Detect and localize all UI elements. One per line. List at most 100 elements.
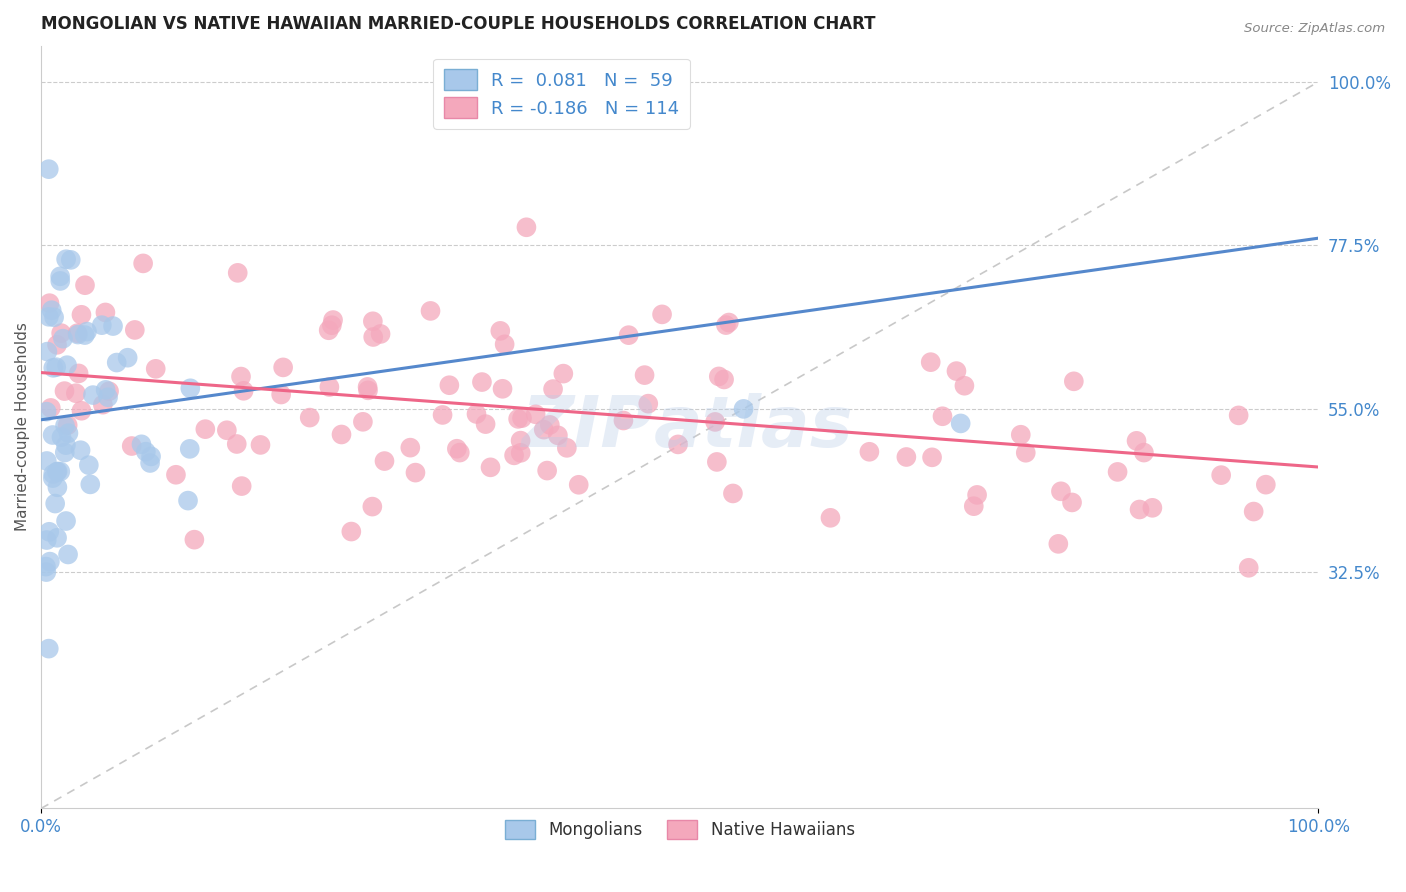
Point bbox=[52, 332, 75, 346]
Point bbox=[617, 328, 640, 343]
Point bbox=[721, 486, 744, 500]
Point bbox=[547, 428, 569, 442]
Point bbox=[46, 465, 69, 479]
Point bbox=[945, 364, 967, 378]
Point bbox=[633, 368, 655, 383]
Point bbox=[1211, 468, 1233, 483]
Point bbox=[90, 318, 112, 333]
Point bbox=[322, 313, 344, 327]
Point bbox=[270, 387, 292, 401]
Point bbox=[42, 467, 65, 481]
Point bbox=[651, 307, 673, 321]
Point bbox=[45, 465, 67, 479]
Point bbox=[79, 477, 101, 491]
Point bbox=[896, 450, 918, 464]
Point bbox=[121, 439, 143, 453]
Point bbox=[1128, 502, 1150, 516]
Point bbox=[41, 303, 63, 318]
Point bbox=[963, 499, 986, 513]
Point bbox=[555, 441, 578, 455]
Point bbox=[491, 382, 513, 396]
Point bbox=[35, 405, 58, 419]
Point bbox=[489, 324, 512, 338]
Text: ZIP: ZIP bbox=[522, 392, 654, 461]
Text: atlas: atlas bbox=[654, 392, 853, 461]
Point bbox=[73, 328, 96, 343]
Point bbox=[105, 355, 128, 369]
Point bbox=[77, 458, 100, 472]
Point bbox=[215, 423, 238, 437]
Point bbox=[432, 408, 454, 422]
Point bbox=[53, 418, 76, 433]
Point bbox=[858, 444, 880, 458]
Point bbox=[356, 380, 378, 394]
Point bbox=[340, 524, 363, 539]
Point bbox=[44, 497, 66, 511]
Legend: Mongolians, Native Hawaiians: Mongolians, Native Hawaiians bbox=[498, 814, 862, 846]
Point bbox=[46, 531, 69, 545]
Point bbox=[117, 351, 139, 365]
Point bbox=[271, 360, 294, 375]
Point bbox=[1254, 477, 1277, 491]
Point bbox=[55, 514, 77, 528]
Point bbox=[55, 438, 77, 452]
Point bbox=[1243, 504, 1265, 518]
Point bbox=[352, 415, 374, 429]
Point bbox=[1227, 409, 1250, 423]
Point bbox=[553, 367, 575, 381]
Point bbox=[1010, 427, 1032, 442]
Point bbox=[38, 641, 60, 656]
Point bbox=[637, 397, 659, 411]
Point bbox=[165, 467, 187, 482]
Point bbox=[733, 401, 755, 416]
Point bbox=[131, 437, 153, 451]
Point bbox=[35, 533, 58, 547]
Point bbox=[439, 378, 461, 392]
Point bbox=[51, 430, 73, 444]
Point bbox=[49, 274, 72, 288]
Point bbox=[1015, 446, 1038, 460]
Point bbox=[37, 344, 59, 359]
Point bbox=[449, 445, 471, 459]
Point bbox=[67, 367, 90, 381]
Point bbox=[101, 319, 124, 334]
Point bbox=[568, 477, 591, 491]
Point bbox=[132, 256, 155, 270]
Point bbox=[55, 252, 77, 267]
Point bbox=[538, 417, 561, 432]
Point bbox=[76, 325, 98, 339]
Point bbox=[298, 410, 321, 425]
Point bbox=[949, 417, 972, 431]
Point bbox=[510, 411, 533, 425]
Y-axis label: Married-couple Households: Married-couple Households bbox=[15, 323, 30, 532]
Point bbox=[373, 454, 395, 468]
Point bbox=[56, 548, 79, 562]
Point bbox=[59, 252, 82, 267]
Point bbox=[931, 409, 953, 424]
Point bbox=[35, 565, 58, 579]
Text: MONGOLIAN VS NATIVE HAWAIIAN MARRIED-COUPLE HOUSEHOLDS CORRELATION CHART: MONGOLIAN VS NATIVE HAWAIIAN MARRIED-COU… bbox=[41, 15, 876, 33]
Point bbox=[318, 380, 340, 394]
Point bbox=[56, 358, 79, 372]
Point bbox=[1063, 374, 1085, 388]
Point bbox=[97, 390, 120, 404]
Text: Source: ZipAtlas.com: Source: ZipAtlas.com bbox=[1244, 22, 1385, 36]
Point bbox=[515, 220, 537, 235]
Point bbox=[966, 488, 988, 502]
Point bbox=[124, 323, 146, 337]
Point bbox=[179, 442, 201, 456]
Point bbox=[361, 314, 384, 328]
Point bbox=[503, 448, 526, 462]
Point bbox=[533, 423, 555, 437]
Point bbox=[536, 464, 558, 478]
Point bbox=[471, 375, 494, 389]
Point bbox=[53, 445, 76, 459]
Point bbox=[404, 466, 426, 480]
Point bbox=[953, 378, 976, 392]
Point bbox=[446, 442, 468, 456]
Point bbox=[42, 360, 65, 375]
Point bbox=[1133, 445, 1156, 459]
Point bbox=[145, 361, 167, 376]
Point bbox=[49, 465, 72, 479]
Point bbox=[139, 450, 162, 464]
